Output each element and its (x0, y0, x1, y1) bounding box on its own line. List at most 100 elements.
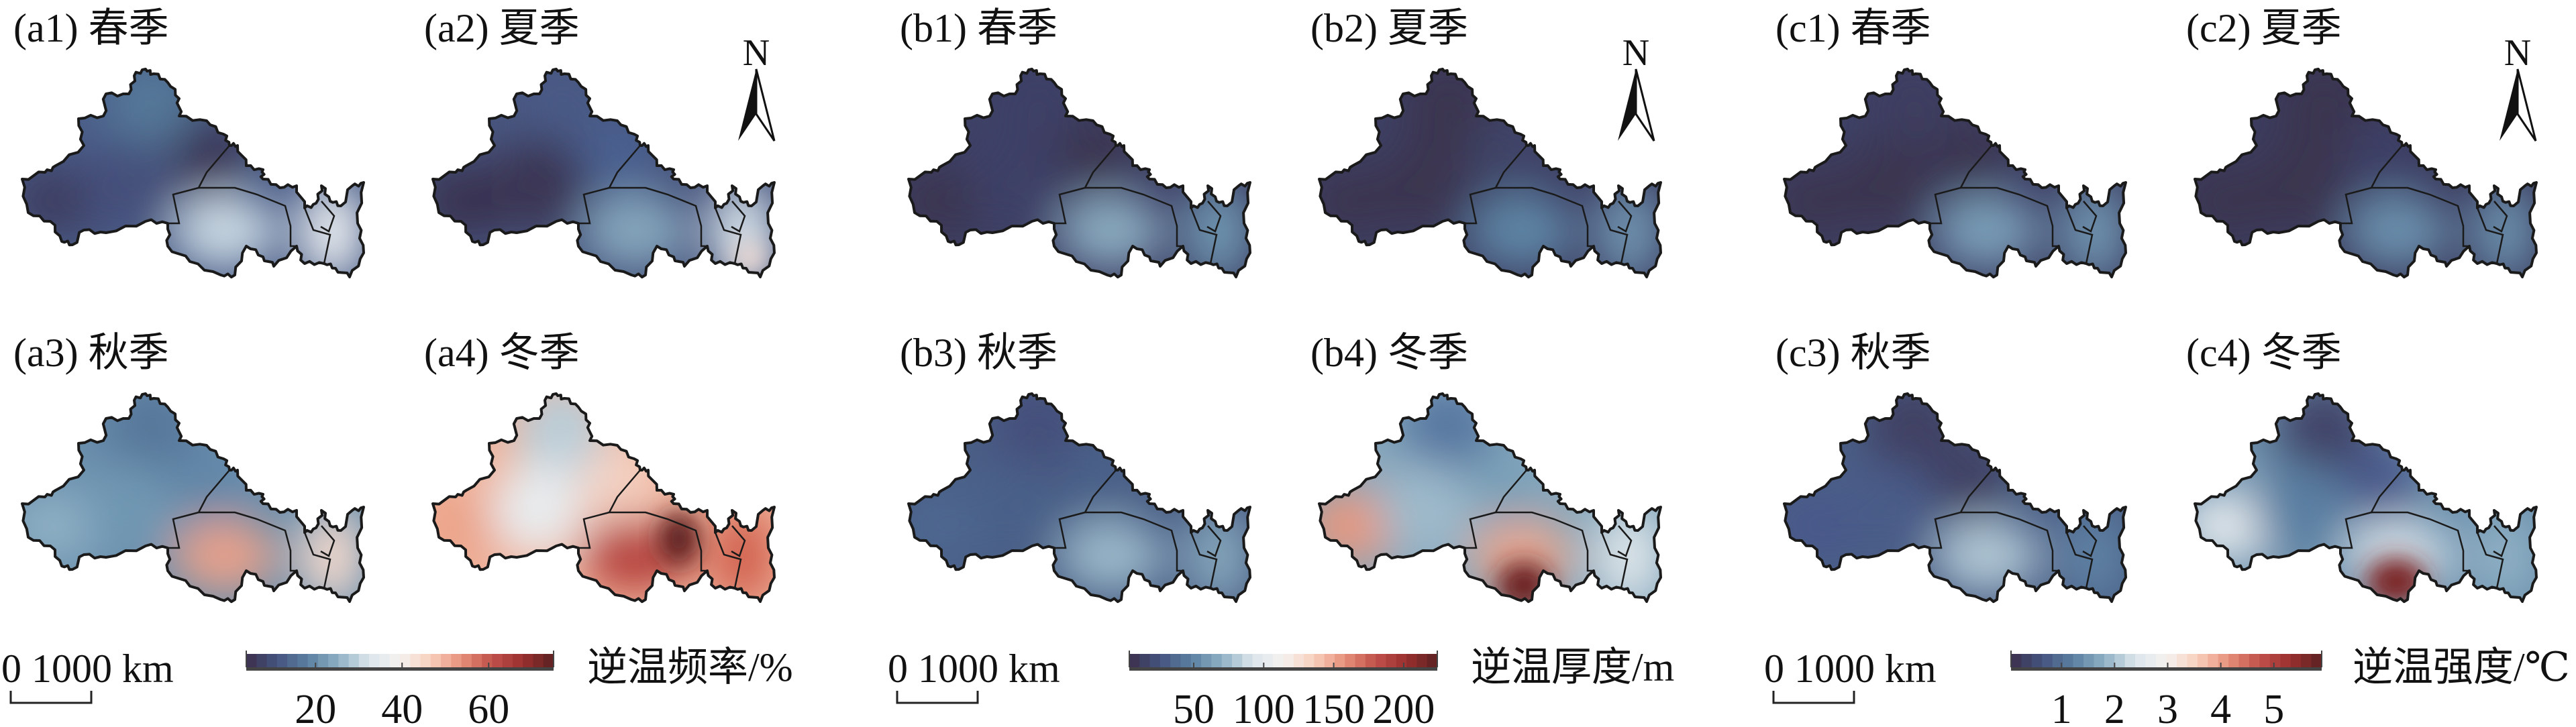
panel-group-a: (a1) 春季 (a2) 夏季 (a3) 秋季 (a4) 冬季 N 0 1000 km 20… (1, 6, 793, 727)
colorbar-swatch (2114, 654, 2126, 667)
province-border (1190, 532, 1218, 589)
panel-label: (a3) 秋季 (13, 331, 169, 375)
colorbar-tick-label: 50 (1173, 687, 1215, 727)
province-border (1930, 469, 1992, 549)
north-label: N (743, 32, 770, 74)
colorbar-swatch (358, 654, 370, 667)
colorbar-swatch (2094, 654, 2105, 667)
province-border (731, 201, 746, 233)
colorbar-tick-label: 100 (1233, 687, 1295, 727)
colorbar-swatch (1376, 654, 1387, 667)
map-panel-b3: (b3) 秋季 (900, 331, 1251, 604)
province-border (1054, 145, 1117, 225)
colorbar-tick-label: 40 (381, 687, 423, 727)
colorbar-swatch (523, 654, 534, 667)
colorbar-swatch (369, 654, 380, 667)
north-arrow-icon: N (1618, 32, 1655, 142)
colorbar-swatch (2166, 654, 2177, 667)
colorbar-swatch (1304, 654, 1315, 667)
colorbar-swatch (1355, 654, 1366, 667)
field-region-east (1596, 506, 1661, 602)
colorbar-swatch (471, 654, 482, 667)
field-region-ne (1470, 115, 1543, 196)
colorbar-swatch (2011, 654, 2022, 667)
scale-bar: 0 1000 km (888, 647, 1060, 704)
province-border (1085, 511, 1183, 572)
province-border (1465, 469, 1527, 549)
north-arrow-icon: N (2500, 32, 2537, 142)
province-border (609, 186, 707, 247)
panel-label: (c2) 夏季 (2186, 6, 2342, 50)
province-border (731, 525, 746, 557)
region-outline (21, 392, 365, 604)
colorbar-swatch (1314, 654, 1325, 667)
province-border (1617, 525, 1633, 557)
scale-bar-label: 0 1000 km (1764, 647, 1937, 691)
scale-bar: 0 1000 km (1, 647, 174, 704)
colorbar-tick-label: 4 (2210, 687, 2231, 727)
north-label: N (2504, 32, 2531, 74)
colorbar-swatch (2259, 654, 2271, 667)
province-border (2340, 469, 2403, 549)
colorbar-swatch (512, 654, 523, 667)
colorbar: 20 40 60 逆温频率/% (246, 645, 793, 727)
panel-group-c: (c1) 春季 (c2) 夏季 (c3) 秋季 (c4) 冬季 N 0 1000 km 1 2… (1764, 6, 2570, 727)
panel-label: (b2) 夏季 (1310, 6, 1468, 50)
colorbar-swatch (2197, 654, 2208, 667)
province-border (1206, 201, 1222, 233)
colorbar-swatch (266, 654, 278, 667)
colorbar-swatch (1252, 654, 1264, 667)
colorbar-swatch (2311, 654, 2322, 667)
region-outline (21, 68, 365, 279)
field-hotspot (659, 512, 699, 565)
colorbar-title: 逆温强度/℃ (2353, 645, 2570, 689)
choropleth-map (907, 392, 1251, 604)
colorbar-swatch (543, 654, 554, 667)
province-border (199, 511, 297, 572)
field-region-center (1843, 462, 1937, 556)
colorbar-swatch (502, 654, 513, 667)
colorbar-swatch (2021, 654, 2032, 667)
map-panel-c4: (c4) 冬季 (2186, 331, 2538, 604)
field-hotspot (1497, 562, 1551, 602)
colorbar-swatch (482, 654, 493, 667)
colorbar-swatch (2156, 654, 2167, 667)
colorbar-swatch (1396, 654, 1407, 667)
colorbar-swatch (1293, 654, 1304, 667)
colorbar-tick-label: 150 (1302, 687, 1365, 727)
scale-bar-label: 0 1000 km (1, 647, 174, 691)
field-region-east (2061, 181, 2126, 278)
field-region-center (81, 137, 174, 231)
colorbar-swatch (2031, 654, 2043, 667)
field-region-ne (583, 440, 657, 520)
field-region-center (1843, 137, 1937, 231)
colorbar-swatch (2228, 654, 2240, 667)
province-border (1465, 145, 1527, 225)
choropleth-map (2194, 392, 2538, 604)
choropleth-map (1318, 392, 1662, 604)
province-border (2371, 511, 2469, 572)
colorbar-tick-label: 1 (2051, 687, 2072, 727)
colorbar-swatch (1242, 654, 1253, 667)
colorbar-swatch (2290, 654, 2302, 667)
choropleth-map (431, 392, 776, 604)
colorbar-swatch (2124, 654, 2136, 667)
panel-label: (c3) 秋季 (1775, 331, 1931, 375)
colorbar-swatch (2104, 654, 2115, 667)
colorbar-swatch (1324, 654, 1335, 667)
province-border (578, 469, 641, 549)
province-border (1190, 207, 1218, 264)
colorbar-title: 逆温厚度/m (1471, 645, 1674, 689)
province-border (714, 532, 742, 589)
colorbar-swatch (2208, 654, 2219, 667)
field-region-center (1378, 462, 1472, 556)
colorbar-title: 逆温频率/% (587, 645, 793, 689)
colorbar-swatch (389, 654, 401, 667)
choropleth-map (21, 68, 365, 279)
colorbar-swatch (2218, 654, 2229, 667)
map-panel-c3: (c3) 秋季 (1775, 331, 2127, 604)
colorbar-swatch (2063, 654, 2074, 667)
colorbar-swatch (379, 654, 391, 667)
colorbar-swatch (2280, 654, 2291, 667)
colorbar-swatch (2145, 654, 2157, 667)
